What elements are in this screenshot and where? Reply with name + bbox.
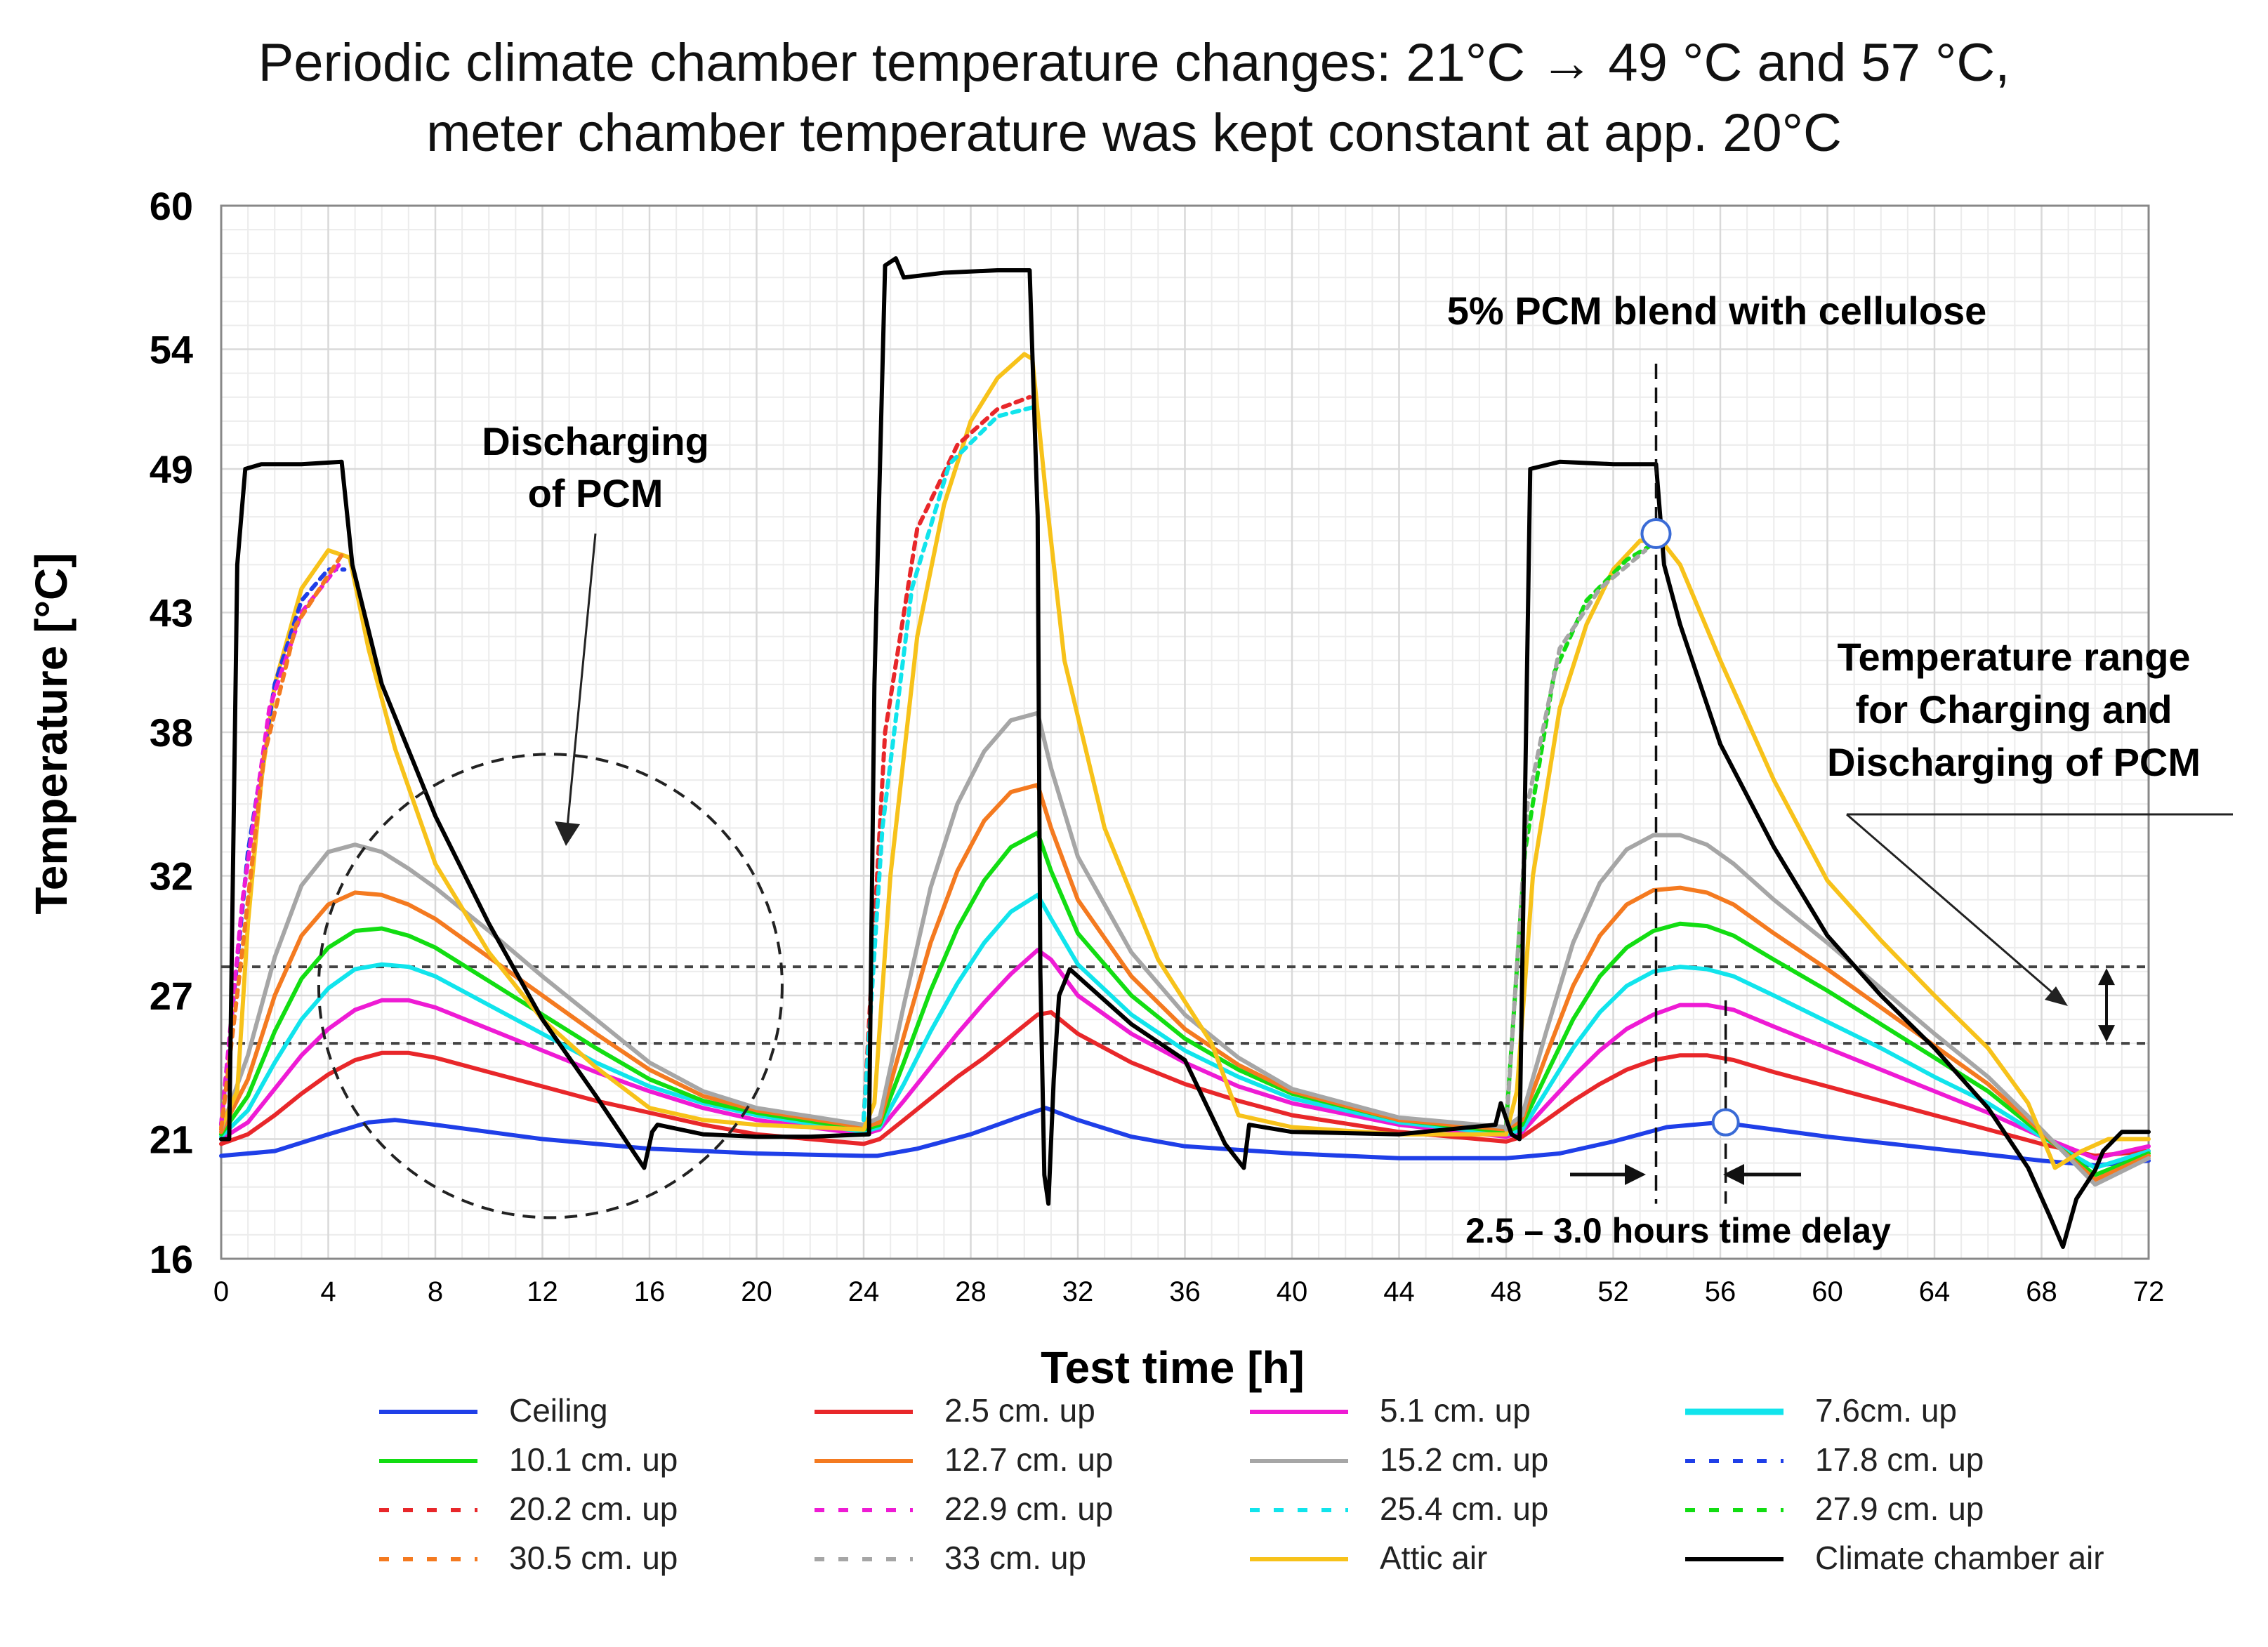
time-delay-label: 2.5 – 3.0 hours time delay	[1465, 1211, 1891, 1250]
y-axis-label: Temperature [°C]	[26, 553, 77, 914]
legend-label: 12.7 cm. up	[944, 1441, 1113, 1478]
legend-label: Climate chamber air	[1815, 1540, 2104, 1576]
series-line-30-5-cm-up	[219, 553, 344, 1132]
discharging-circle	[317, 753, 784, 1219]
series-line-attic-air	[219, 352, 2151, 1170]
y-tick-label: 60	[150, 184, 193, 228]
series-line-33-cm-up	[1504, 548, 1648, 1132]
x-tick-label: 16	[634, 1276, 666, 1307]
y-tick-label: 21	[150, 1118, 193, 1162]
legend-label: 22.9 cm. up	[944, 1490, 1113, 1527]
legend-label: 33 cm. up	[944, 1540, 1086, 1576]
x-axis-label: Test time [h]	[1041, 1342, 1305, 1393]
x-tick-label: 52	[1597, 1276, 1629, 1307]
discharging-arrow	[566, 533, 597, 828]
chart-title-line1: Periodic climate chamber temperature cha…	[258, 33, 2010, 93]
series-layer	[219, 256, 2151, 1249]
x-tick-label: 32	[1062, 1276, 1094, 1307]
pcm-range-lines	[221, 965, 2149, 1045]
x-tick-label: 40	[1277, 1276, 1308, 1307]
delay-arrowhead-left	[1625, 1164, 1646, 1185]
legend-label: 5.1 cm. up	[1380, 1392, 1531, 1429]
x-tick-label: 24	[848, 1276, 880, 1307]
y-tick-label: 16	[150, 1237, 193, 1281]
legend-label: 17.8 cm. up	[1815, 1441, 1984, 1478]
series-line-10-1-cm-up	[219, 831, 2151, 1177]
peak-marker-ceiling	[1711, 1108, 1740, 1137]
x-tick-label: 8	[428, 1276, 443, 1307]
y-tick-label: 54	[150, 328, 193, 372]
x-tick-label: 20	[741, 1276, 772, 1307]
series-line-22-9-cm-up	[219, 562, 341, 1127]
series-line-12-7-cm-up	[219, 783, 2151, 1182]
discharging-label-line2: of PCM	[528, 471, 664, 515]
delay-arrowhead-right	[1723, 1164, 1744, 1185]
grid-major	[220, 204, 2150, 1260]
x-tick-label: 72	[2133, 1276, 2165, 1307]
x-tick-label: 44	[1383, 1276, 1415, 1307]
y-tick-label: 49	[150, 447, 193, 491]
x-tick-label: 0	[213, 1276, 229, 1307]
x-tick-label: 68	[2026, 1276, 2057, 1307]
annotation-layer	[317, 364, 2233, 1219]
x-tick-label: 60	[1812, 1276, 1843, 1307]
x-tick-label: 56	[1705, 1276, 1736, 1307]
range-pointer-line	[1846, 813, 2058, 998]
x-axis-ticks: 0 4 8 12 16 20 24 28 32 36 40 44 48 52 56 60 64 68 72	[213, 1276, 2164, 1307]
x-tick-label: 64	[1919, 1276, 1951, 1307]
series-line-20-2-cm-up	[862, 395, 1032, 1123]
pcm-blend-label: 5% PCM blend with cellulose	[1447, 289, 1987, 333]
legend-label: Attic air	[1380, 1540, 1487, 1576]
x-tick-label: 12	[527, 1276, 558, 1307]
legend-label: Ceiling	[509, 1392, 608, 1429]
y-tick-label: 43	[150, 591, 193, 635]
series-line-2-5-cm-up	[219, 1010, 2151, 1158]
x-tick-label: 4	[320, 1276, 336, 1307]
chart-title-line2: meter chamber temperature was kept const…	[426, 103, 1842, 163]
y-tick-label: 32	[150, 854, 193, 899]
plot-frame	[220, 204, 2150, 1260]
y-axis-ticks: 16 21 27 32 38 43 49 54 60	[150, 184, 193, 1281]
legend-label: 25.4 cm. up	[1380, 1490, 1548, 1527]
y-tick-label: 38	[150, 710, 193, 755]
discharging-arrowhead	[555, 821, 580, 846]
x-tick-label: 28	[955, 1276, 987, 1307]
range-label-line3: Discharging of PCM	[1827, 740, 2201, 784]
legend-label: 20.2 cm. up	[509, 1490, 678, 1527]
series-line-25-4-cm-up	[862, 404, 1037, 1123]
legend-label: 2.5 cm. up	[944, 1392, 1095, 1429]
y-tick-label: 27	[150, 974, 193, 1018]
discharging-label-line1: Discharging	[482, 419, 709, 463]
legend-label: 27.9 cm. up	[1815, 1490, 1984, 1527]
series-line-climate-chamber-air	[219, 256, 2151, 1249]
legend-label: 10.1 cm. up	[509, 1441, 678, 1478]
peak-marker-attic	[1640, 518, 1672, 550]
series-line-7-6cm-up	[219, 892, 2151, 1170]
series-line-15-2-cm-up	[219, 710, 2151, 1187]
range-label-line1: Temperature range	[1837, 635, 2190, 679]
x-tick-label: 48	[1491, 1276, 1522, 1307]
legend-label: 30.5 cm. up	[509, 1540, 678, 1576]
series-line-ceiling	[219, 1106, 2151, 1168]
x-tick-label: 36	[1169, 1276, 1201, 1307]
range-double-arrow-top	[2098, 968, 2115, 986]
legend-label: 15.2 cm. up	[1380, 1441, 1548, 1478]
range-pointer-head	[2045, 986, 2068, 1006]
legend-label: 7.6cm. up	[1815, 1392, 1957, 1429]
range-double-arrow-bottom	[2098, 1025, 2115, 1043]
legend: Ceiling 10.1 cm. up 20.2 cm. up 30.5 cm. up…	[379, 1392, 2104, 1576]
range-label-line2: for Charging and	[1855, 687, 2172, 732]
